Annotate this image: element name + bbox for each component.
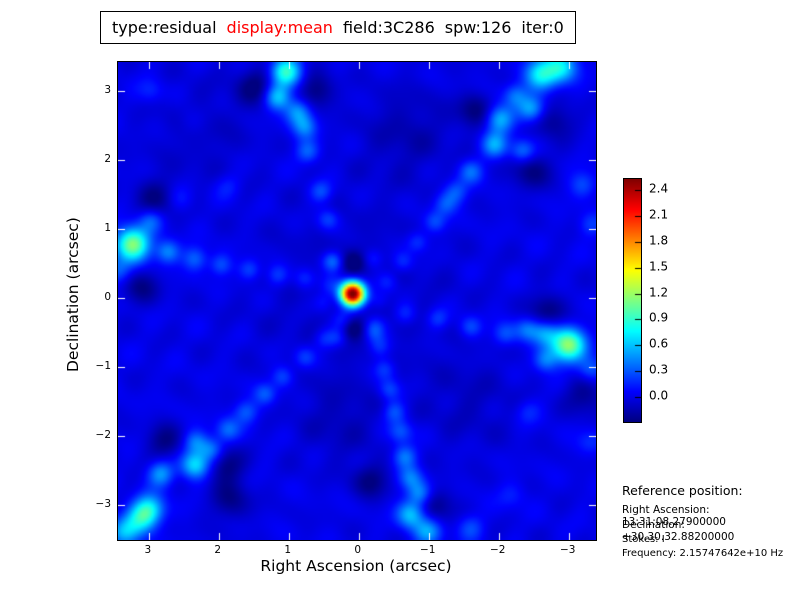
title-segment-iter: iter:0 (521, 18, 564, 37)
title-segment-display: display:mean (226, 18, 333, 37)
reference-line-ra: Right Ascension: 13:31:08.27900000 (622, 504, 726, 528)
title-segment-type: type:residual (112, 18, 217, 37)
colorbar-canvas (624, 179, 641, 422)
x-tick-label: 3 (144, 544, 152, 556)
y-tick-label: −1 (95, 359, 111, 372)
reference-line-dec: Declination: +30.30.32.88200000 (622, 519, 735, 543)
x-tick-label: 2 (214, 544, 222, 556)
x-tick-label: −2 (489, 544, 506, 556)
y-tick-label: −2 (95, 428, 111, 441)
x-tick-label: −3 (559, 544, 576, 556)
colorbar-tick-label: 0.3 (649, 362, 669, 377)
y-axis-label: Declination (arcsec) (64, 217, 82, 372)
x-tick-label: 0 (354, 544, 362, 556)
title-segment-field: field:3C286 (342, 18, 435, 37)
title-box: type:residual display:mean field:3C286 s… (100, 11, 576, 44)
colorbar-tick-label: 0.9 (649, 310, 669, 325)
reference-line-stokes: Stokes: I (622, 534, 665, 545)
colorbar-tick-label: 0.0 (649, 388, 669, 403)
x-axis-label: Right Ascension (arcsec) (260, 557, 452, 575)
x-tick-label: −1 (419, 544, 436, 556)
sky-image-canvas[interactable] (118, 62, 596, 540)
y-tick-label: 3 (104, 83, 111, 96)
colorbar (623, 178, 642, 423)
reference-heading: Reference position: (622, 483, 743, 498)
title-segment-spw: spw:126 (444, 18, 512, 37)
colorbar-tick-label: 1.8 (649, 233, 669, 248)
colorbar-tick-label: 0.6 (649, 336, 669, 351)
y-tick-label: 0 (104, 290, 111, 303)
y-tick-label: 2 (104, 152, 111, 165)
reference-line-frequency: Frequency: 2.15747642e+10 Hz (622, 548, 784, 559)
colorbar-tick-label: 1.5 (649, 259, 669, 274)
colorbar-tick-label: 1.2 (649, 285, 669, 300)
colorbar-tick-label: 2.1 (649, 207, 669, 222)
y-tick-label: −3 (95, 497, 111, 510)
sky-plot (117, 61, 597, 541)
colorbar-tick-label: 2.4 (649, 181, 669, 196)
y-tick-label: 1 (104, 221, 111, 234)
x-tick-label: 1 (284, 544, 292, 556)
